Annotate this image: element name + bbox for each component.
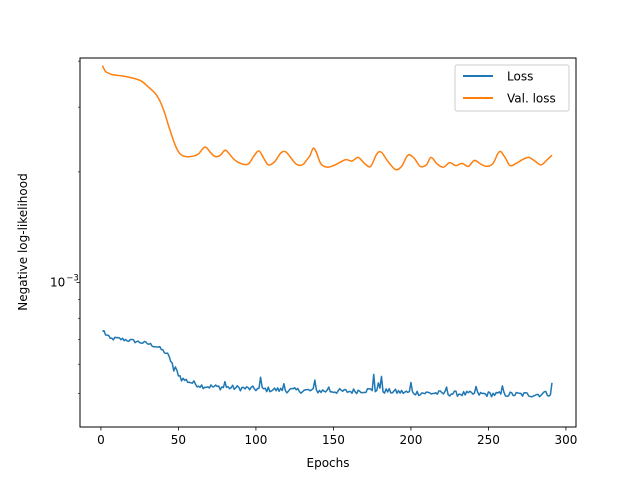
series-line-val-loss (101, 65, 553, 171)
x-tick-label: 0 (97, 433, 105, 447)
y-axis-label: Negative log-likelihood (16, 173, 30, 310)
x-axis-label: Epochs (307, 456, 350, 470)
x-tick-label: 250 (477, 433, 500, 447)
x-tick-label: 50 (171, 433, 186, 447)
x-axis-ticks: 0 50 100 150 200 250 300 (97, 427, 577, 447)
x-tick-label: 100 (244, 433, 267, 447)
legend: Loss Val. loss (454, 64, 570, 112)
plot-area (101, 65, 553, 398)
x-tick-label: 200 (399, 433, 422, 447)
axes-frame (79, 57, 577, 428)
legend-label-loss: Loss (507, 70, 533, 84)
x-tick-label: 150 (322, 433, 345, 447)
legend-label-val-loss: Val. loss (507, 92, 556, 106)
series-line-loss (102, 329, 553, 398)
x-tick-label: 300 (554, 433, 577, 447)
